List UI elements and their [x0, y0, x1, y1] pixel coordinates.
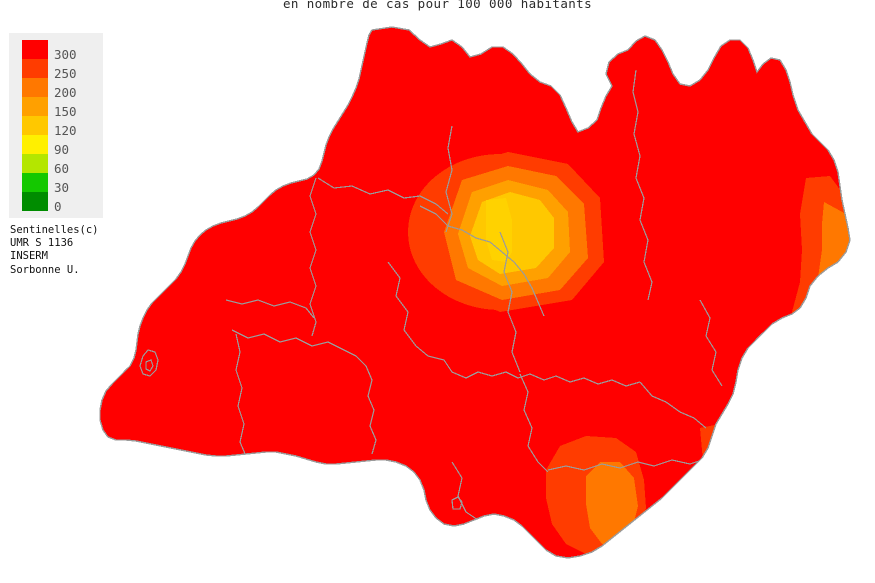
credit-line-3: INSERM: [10, 250, 48, 263]
legend-label-120: 120: [54, 123, 77, 138]
credit-line-1: Sentinelles(c): [10, 224, 99, 236]
figure-title: en nombre de cas pour 100 000 habitants: [282, 0, 593, 11]
source-credits: Sentinelles(c) UMR S 1136 INSERM Sorbonn…: [10, 224, 160, 277]
legend-label-0: 0: [54, 199, 62, 214]
legend-swatch-60: [22, 154, 48, 173]
legend-swatch-200: [22, 78, 48, 97]
legend-tick-labels: 300 250 200 150 120 90 60 30 0: [54, 45, 100, 216]
south-east-core-200: [586, 462, 638, 544]
legend-label-30: 30: [54, 180, 70, 195]
legend-swatch-90: [22, 135, 48, 154]
legend-label-90: 90: [54, 142, 70, 157]
legend-label-250: 250: [54, 66, 77, 81]
legend-panel: 300 250 200 150 120 90 60 30 0: [9, 33, 103, 218]
legend-label-150: 150: [54, 104, 77, 119]
legend-swatch-0: [22, 192, 48, 211]
legend-swatch-120: [22, 116, 48, 135]
legend-label-300: 300: [54, 47, 77, 62]
legend-swatch-300: [22, 40, 48, 59]
east-coastal-core-200: [818, 202, 850, 288]
legend-label-60: 60: [54, 161, 70, 176]
legend-color-scale: [22, 40, 48, 211]
credit-line-4: Sorbonne U.: [10, 263, 80, 276]
credit-line-2: UMR S 1136: [10, 237, 74, 250]
department-boundaries: [139, 69, 723, 521]
legend-label-200: 200: [54, 85, 77, 100]
region-outline: [99, 26, 851, 559]
legend-swatch-150: [22, 97, 48, 116]
legend-swatch-30: [22, 173, 48, 192]
legend-swatch-250: [22, 59, 48, 78]
